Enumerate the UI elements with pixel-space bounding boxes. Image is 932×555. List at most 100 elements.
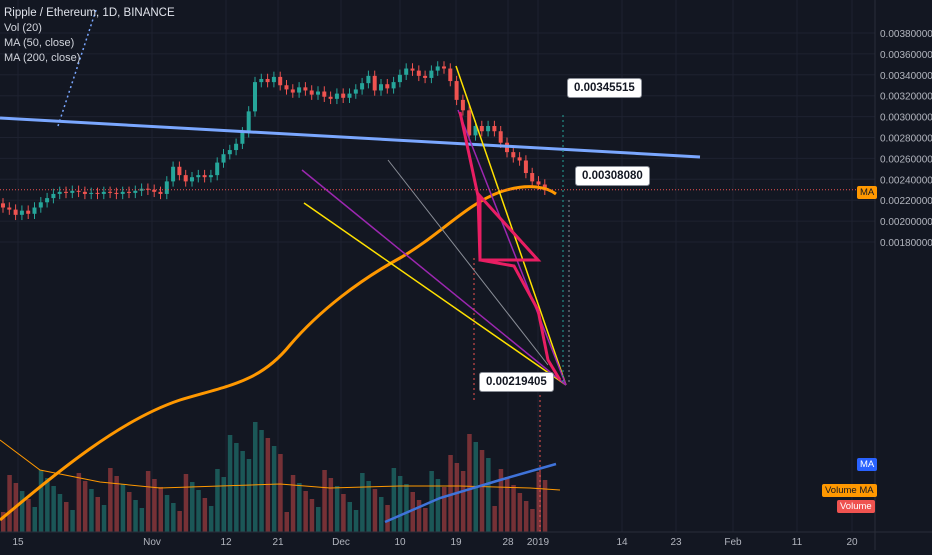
volume-bar — [26, 499, 31, 532]
candle-body — [353, 89, 358, 94]
candle-body — [271, 76, 276, 83]
candle-body — [278, 76, 283, 86]
volume-bar — [89, 489, 94, 532]
candle-body — [32, 207, 37, 214]
volume-ma-blue-line — [384, 462, 557, 524]
candle-body — [454, 81, 459, 100]
candle-body — [322, 91, 327, 97]
candle-body — [473, 126, 478, 136]
volume-bar — [265, 438, 271, 532]
candle-body — [57, 191, 62, 194]
candle-body — [530, 173, 535, 182]
candle-body — [7, 207, 12, 210]
grid — [0, 0, 875, 532]
legend-vol: Vol (20) — [4, 22, 42, 34]
volume-bar — [435, 479, 441, 532]
trendline-blue — [0, 116, 701, 159]
x-tick-label: 14 — [616, 537, 628, 548]
y-tick-label: 0.00180000 — [880, 238, 932, 249]
volume-bar — [64, 502, 69, 532]
candle-body — [372, 75, 377, 91]
volume-bar — [45, 478, 50, 532]
volume-bar — [498, 469, 504, 532]
volume-bar — [221, 477, 226, 532]
candle-body — [215, 162, 220, 176]
candle-body — [127, 191, 131, 193]
volume-bar — [454, 463, 460, 532]
x-tick-label: 15 — [12, 537, 24, 548]
candle-body — [404, 68, 409, 75]
candle-body — [309, 90, 314, 95]
volume-bar — [511, 485, 516, 532]
red-decline-path — [458, 111, 562, 381]
candle-body — [240, 132, 245, 144]
y-tick-label: 0.00260000 — [880, 154, 932, 165]
volume-bar — [372, 489, 378, 532]
volume-bar — [246, 459, 252, 532]
volume-bar — [530, 509, 535, 532]
candle-body — [284, 85, 289, 90]
candle-body — [171, 166, 176, 182]
volume-bar — [290, 475, 296, 532]
volume-bar — [190, 482, 195, 532]
y-tick-label: 0.00240000 — [880, 175, 932, 186]
candle-body — [89, 192, 94, 194]
y-tick-label: 0.00200000 — [880, 217, 932, 228]
volume-bar — [101, 505, 107, 532]
volume-bar — [460, 471, 466, 532]
volume-bar — [271, 446, 277, 532]
x-tick-label: 23 — [670, 537, 682, 548]
candle-body — [366, 75, 371, 84]
candle-body — [202, 175, 207, 178]
yellow-line-lower — [303, 202, 567, 386]
volume-bar — [341, 494, 346, 532]
volume-bar — [366, 481, 371, 532]
volume-bar — [360, 473, 365, 532]
volume-bar — [353, 510, 359, 532]
y-tick-label: 0.00280000 — [880, 134, 932, 145]
volume-bar — [108, 468, 113, 532]
volume-bar — [347, 502, 352, 532]
candle-body — [234, 143, 239, 151]
candle-body — [486, 126, 491, 132]
candle-body — [341, 93, 346, 98]
volume-bar — [505, 477, 510, 532]
candles — [1, 61, 547, 221]
volume-bar — [57, 494, 63, 532]
candle-body — [391, 82, 396, 89]
volume-bar — [284, 512, 289, 532]
candle-body — [328, 96, 333, 99]
candle-body — [523, 160, 528, 174]
candle-body — [208, 175, 213, 178]
volume-bar — [158, 487, 163, 532]
candle-body — [101, 191, 106, 194]
candle-body — [498, 131, 503, 143]
candle-body — [38, 202, 43, 208]
candle-body — [95, 192, 100, 194]
callout-mid-target: 0.00308080 — [575, 166, 650, 186]
volume-bar — [133, 500, 138, 532]
volume-bar — [51, 486, 56, 532]
candle-body — [19, 210, 24, 215]
candle-body — [76, 190, 81, 192]
volume-bar — [253, 422, 258, 532]
grey-line — [387, 159, 549, 366]
volume-bar — [1, 512, 6, 532]
candle-body — [259, 78, 264, 83]
y-tick-label: 0.00380000 — [880, 29, 932, 40]
volume-bar — [479, 450, 485, 532]
volume-bar — [391, 468, 397, 532]
volume-bar — [196, 490, 201, 532]
volume-axis-tag: Volume — [837, 500, 875, 513]
volume-bar — [334, 486, 340, 532]
volume-bar — [309, 499, 315, 532]
candle-body — [133, 190, 138, 193]
volume-bar — [467, 434, 472, 532]
candle-body — [265, 78, 270, 83]
volume-bar — [404, 484, 409, 532]
candle-body — [448, 68, 453, 82]
candle-body — [158, 191, 163, 194]
